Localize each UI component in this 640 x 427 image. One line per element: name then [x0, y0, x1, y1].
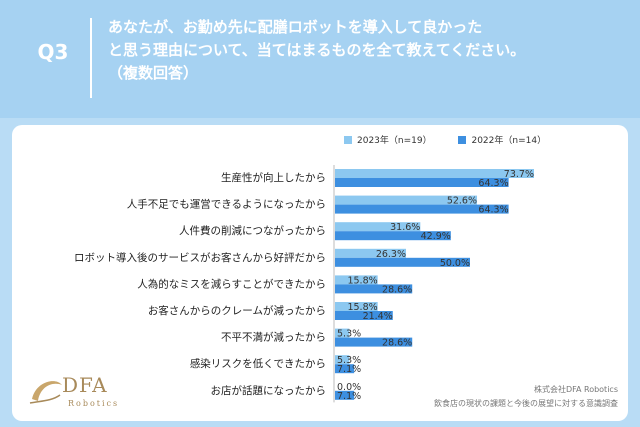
logo-swirl-icon: [29, 381, 62, 404]
legend-label-2022: 2022年（n=14）: [471, 136, 547, 146]
bar-chart: 生産性が向上したから 73.7%64.3%人手不足でも運営できるようになったから 5…: [74, 165, 534, 403]
source-note: 株式会社DFA Robotics 飲食店の現状の課題と今後の展望に対する意識調査: [434, 383, 618, 411]
data-label-2023: 31.6%: [390, 222, 420, 233]
data-label-2023: 0.0%: [337, 382, 361, 393]
question-line-2: と思う理由について、当てはまるものを全て教えてください。: [108, 41, 526, 59]
legend-swatch-2022: [458, 135, 467, 144]
bar-2022: [335, 311, 393, 320]
data-label-2023: 5.3%: [337, 329, 361, 340]
bar-2023: [335, 328, 350, 338]
data-label-2022: 64.3%: [478, 205, 508, 216]
bar-2023: [335, 222, 421, 232]
data-label-2022: 64.3%: [478, 178, 508, 189]
dfa-logo: DFA Robotics: [26, 369, 146, 413]
logo-brand: DFA: [62, 373, 108, 397]
bar-2023: [335, 195, 478, 205]
category-label: 感染リスクを低くできたから: [190, 357, 326, 370]
data-label-2022: 50.0%: [440, 258, 470, 269]
legend-label-2023: 2023年（n=19）: [357, 136, 432, 146]
bar-2023: [335, 169, 534, 178]
data-label-2022: 28.6%: [382, 338, 412, 349]
data-label-2022: 7.1%: [337, 364, 361, 375]
category-label: 人手不足でも運営できるようになったから: [127, 198, 326, 211]
data-label-2023: 73.7%: [504, 169, 534, 180]
bar-2023: [335, 355, 350, 365]
legend-item-2022: 2022年（n=14）: [458, 133, 546, 146]
header-divider: [90, 18, 92, 98]
chart-legend: 2023年（n=19） 2022年（n=14）: [344, 133, 570, 147]
bar-2022: [335, 364, 355, 374]
category-label: お店が話題になったから: [211, 384, 327, 397]
bar-2022: [335, 178, 509, 187]
source-line-1: 株式会社DFA Robotics: [533, 385, 618, 394]
legend-item-2023: 2023年（n=19）: [344, 133, 432, 146]
category-label: お客さんからのクレームが減ったから: [148, 304, 326, 317]
bar-2022: [335, 257, 470, 267]
data-label-2022: 28.6%: [382, 284, 412, 295]
data-label-2023: 26.3%: [376, 249, 406, 260]
data-label-2023: 15.8%: [347, 302, 377, 313]
question-line-1: あなたが、お勤め先に配膳ロボットを導入して良かった: [108, 18, 483, 36]
category-label: 不平不満が減ったから: [221, 331, 326, 344]
data-label-2023: 15.8%: [347, 275, 377, 286]
question-text: あなたが、お勤め先に配膳ロボットを導入して良かった と思う理由について、当てはま…: [108, 16, 628, 85]
data-label-2023: 52.6%: [447, 196, 477, 207]
data-label-2023: 5.3%: [337, 355, 361, 366]
data-label-2022: 7.1%: [337, 391, 361, 402]
bar-2022: [335, 204, 509, 214]
bar-2023: [335, 302, 378, 311]
question-number: Q3: [37, 40, 69, 64]
category-label: 生産性が向上したから: [221, 171, 326, 184]
bar-2022: [335, 284, 413, 294]
data-label-2022: 42.9%: [421, 231, 451, 242]
legend-swatch-2023: [344, 135, 352, 144]
category-label: 人件費の削減につながったから: [179, 224, 326, 237]
bar-2023: [335, 248, 407, 258]
source-line-2: 飲食店の現状の課題と今後の展望に対する意識調査: [434, 399, 618, 408]
data-label-2022: 21.4%: [363, 311, 393, 322]
question-line-3: （複数回答）: [108, 64, 199, 82]
bar-2023: [335, 275, 378, 285]
bar-2022: [335, 337, 413, 347]
category-label: ロボット導入後のサービスがお客さんから好評だから: [74, 251, 326, 264]
category-label: 人為的なミスを減らすことができたから: [137, 277, 326, 290]
bar-2022: [335, 231, 451, 241]
question-header: Q3 あなたが、お勤め先に配膳ロボットを導入して良かった と思う理由について、当…: [0, 0, 640, 118]
chart-card: 2023年（n=19） 2022年（n=14） 生産性が向上したから 73.7% 6…: [12, 125, 628, 421]
bar-2022: [335, 390, 355, 400]
logo-sub: Robotics: [68, 399, 120, 408]
